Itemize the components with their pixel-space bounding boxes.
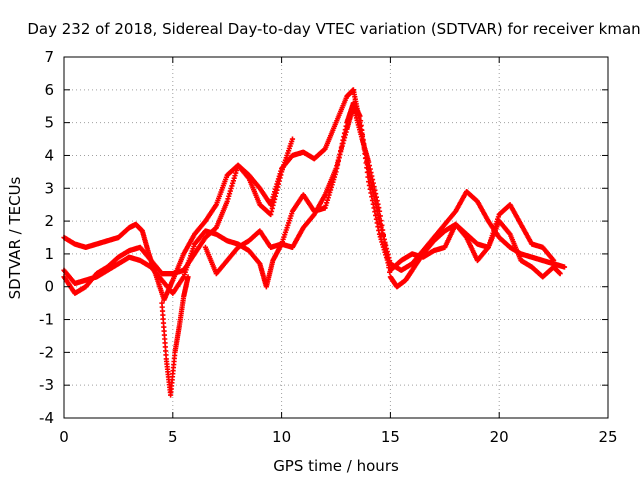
data-markers [61,87,568,398]
x-tick-label: 20 [490,428,509,446]
y-tick-label: 7 [44,48,54,66]
data-point [362,155,369,161]
y-tick-label: -4 [39,409,54,427]
axis-ticks: 0 5 10 15 20 25 -4 -3 -2 -1 0 1 2 3 4 5 6 7 [39,48,618,446]
data-point [363,160,369,166]
data-point [551,257,557,264]
data-point [364,165,370,171]
data-point [376,208,383,214]
y-axis-label: SDTVAR / TECUs [6,176,24,299]
data-point [379,222,385,228]
data-point [361,141,367,147]
y-tick-label: -3 [39,376,54,394]
y-tick-label: 0 [44,278,54,296]
data-point [360,136,366,143]
data-point [378,218,384,224]
data-point [364,169,370,175]
data-point [377,213,383,219]
y-tick-label: 1 [44,245,54,263]
data-point [361,146,367,152]
data-point [358,122,364,129]
plot-frame [63,56,609,419]
y-tick-label: 3 [44,179,54,197]
data-point [359,132,366,138]
x-tick-label: 0 [59,428,69,446]
x-tick-label: 10 [272,428,291,446]
y-tick-label: -1 [39,311,54,329]
chart-title: Day 232 of 2018, Sidereal Day-to-day VTE… [27,20,640,38]
grid-lines [64,57,608,418]
data-point [362,150,368,157]
data-point [289,136,296,142]
data-point [561,264,568,270]
y-tick-label: -2 [39,343,54,361]
data-point [357,113,363,119]
x-tick-label: 15 [381,428,400,446]
y-tick-label: 5 [44,114,54,132]
data-point [357,118,364,124]
x-tick-label: 5 [168,428,178,446]
series-track-4 [159,274,191,398]
data-point [185,274,191,280]
x-tick-label: 25 [598,428,617,446]
data-point [359,127,365,133]
series-track-2 [61,87,568,296]
y-tick-label: 2 [44,212,54,230]
x-axis-label: GPS time / hours [273,457,399,475]
series-track-5 [202,100,563,280]
data-point [557,271,563,277]
y-tick-label: 4 [44,146,54,164]
y-tick-label: 6 [44,81,54,99]
data-point [365,174,371,180]
